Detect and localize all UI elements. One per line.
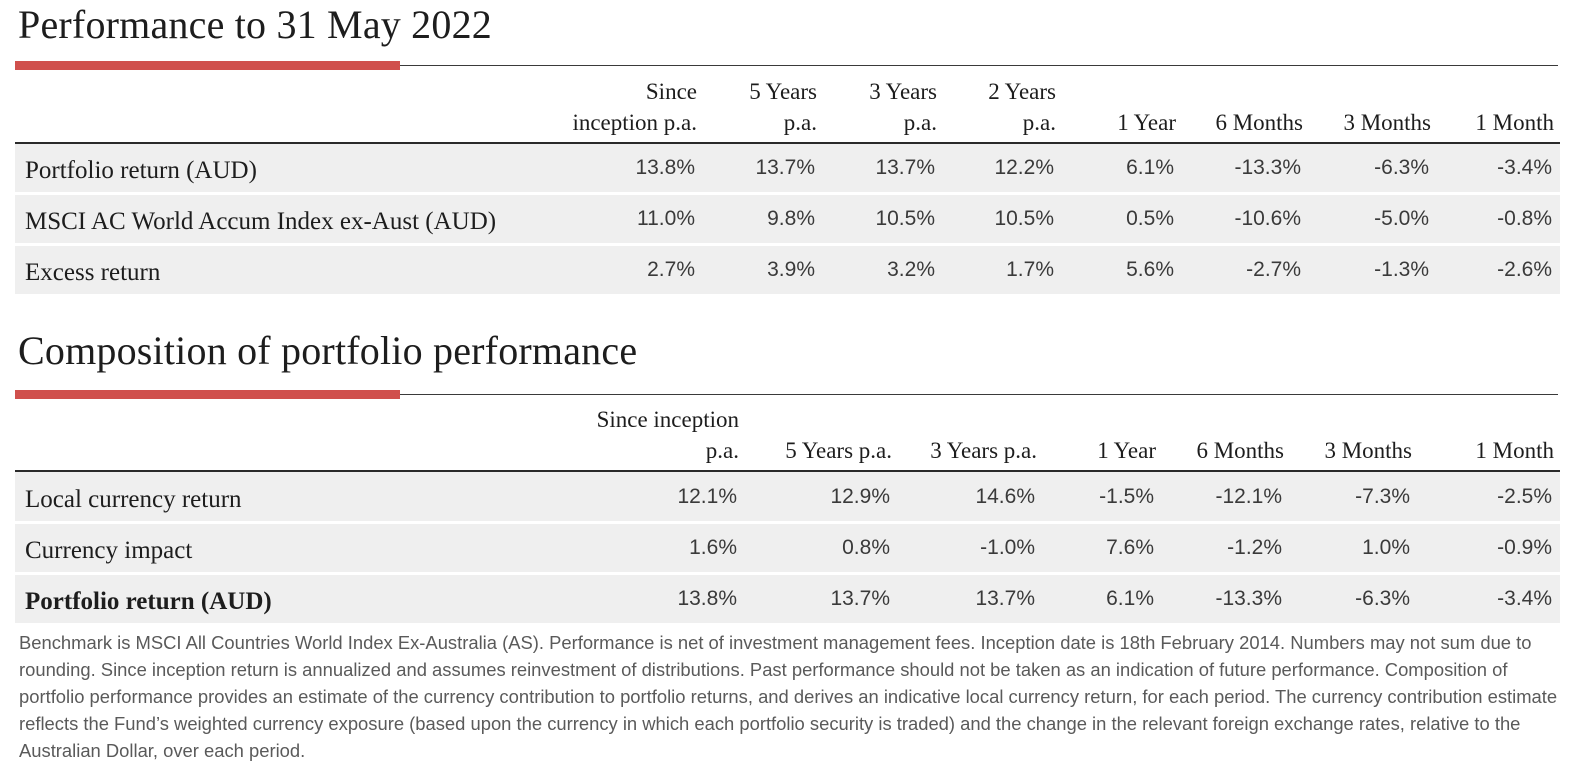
column-header: 6 Months [1182,76,1309,144]
column-header: 3 Years p.a. [823,76,943,144]
table-cell: 1.6% [565,521,745,572]
table-cell: 6.1% [1043,572,1162,623]
table-cell: 0.8% [745,521,898,572]
table-cell: -13.3% [1162,572,1290,623]
column-header: 1 Month [1418,404,1560,472]
composition-title: Composition of portfolio performance [18,328,638,373]
table-cell: -2.7% [1182,243,1309,294]
table-cell: 5.6% [1062,243,1182,294]
table-cell: -13.3% [1182,144,1309,192]
composition-table: Since inception p.a. 5 Years p.a. 3 Year… [15,404,1560,623]
table-cell: 6.1% [1062,144,1182,192]
column-header: 5 Years p.a. [745,404,898,472]
table-cell: 12.1% [565,472,745,521]
column-header: 3 Months [1309,76,1437,144]
table-cell: -0.9% [1418,521,1560,572]
table-cell: 13.8% [565,572,745,623]
performance-title: Performance to 31 May 2022 [18,2,492,47]
row-label: Excess return [15,243,545,294]
table-cell: 13.7% [745,572,898,623]
composition-header-label [15,404,565,472]
composition-title-rule [15,394,1558,395]
table-cell: 13.7% [703,144,823,192]
table-cell: -1.2% [1162,521,1290,572]
table-row: Portfolio return (AUD) 13.8% 13.7% 13.7%… [15,572,1560,623]
performance-header-label [15,76,545,144]
column-header: 2 Years p.a. [943,76,1062,144]
column-header: 6 Months [1162,404,1290,472]
table-cell: -6.3% [1309,144,1437,192]
performance-title-accent-bar [15,61,400,70]
table-row: Local currency return 12.1% 12.9% 14.6% … [15,472,1560,521]
table-cell: -2.6% [1437,243,1560,294]
row-label: Local currency return [15,472,565,521]
table-row: Currency impact 1.6% 0.8% -1.0% 7.6% -1.… [15,521,1560,572]
table-cell: -7.3% [1290,472,1418,521]
table-cell: 13.7% [823,144,943,192]
column-header: 3 Months [1290,404,1418,472]
column-header: 1 Year [1043,404,1162,472]
row-label: MSCI AC World Accum Index ex-Aust (AUD) [15,192,545,243]
table-cell: 14.6% [898,472,1043,521]
table-cell: -0.8% [1437,192,1560,243]
composition-title-accent-bar [15,390,400,399]
column-header: 1 Year [1062,76,1182,144]
row-label: Portfolio return (AUD) [15,144,545,192]
table-cell: 2.7% [545,243,703,294]
table-cell: 10.5% [823,192,943,243]
table-cell: 1.0% [1290,521,1418,572]
row-label: Currency impact [15,521,565,572]
performance-table: Since inception p.a. 5 Years p.a. 3 Year… [15,76,1560,294]
table-cell: 13.7% [898,572,1043,623]
table-row: MSCI AC World Accum Index ex-Aust (AUD) … [15,192,1560,243]
column-header: Since inception p.a. [545,76,703,144]
table-cell: 1.7% [943,243,1062,294]
table-cell: 13.8% [545,144,703,192]
table-cell: -1.3% [1309,243,1437,294]
column-header: Since inception p.a. [565,404,745,472]
table-cell: -2.5% [1418,472,1560,521]
table-cell: -3.4% [1437,144,1560,192]
table-cell: -6.3% [1290,572,1418,623]
table-cell: 10.5% [943,192,1062,243]
table-cell: -10.6% [1182,192,1309,243]
footnote: Benchmark is MSCI All Countries World In… [19,632,1558,761]
performance-header-row: Since inception p.a. 5 Years p.a. 3 Year… [15,76,1560,144]
table-cell: 9.8% [703,192,823,243]
table-cell: 3.2% [823,243,943,294]
table-cell: -12.1% [1162,472,1290,521]
table-cell: -1.5% [1043,472,1162,521]
column-header: 3 Years p.a. [898,404,1043,472]
table-cell: 0.5% [1062,192,1182,243]
table-cell: -1.0% [898,521,1043,572]
table-row: Portfolio return (AUD) 13.8% 13.7% 13.7%… [15,144,1560,192]
table-cell: 11.0% [545,192,703,243]
column-header: 1 Month [1437,76,1560,144]
table-row: Excess return 2.7% 3.9% 3.2% 1.7% 5.6% -… [15,243,1560,294]
table-cell: -5.0% [1309,192,1437,243]
composition-header-row: Since inception p.a. 5 Years p.a. 3 Year… [15,404,1560,472]
table-cell: -3.4% [1418,572,1560,623]
table-cell: 12.9% [745,472,898,521]
table-cell: 7.6% [1043,521,1162,572]
table-cell: 12.2% [943,144,1062,192]
column-header: 5 Years p.a. [703,76,823,144]
row-label: Portfolio return (AUD) [15,572,565,623]
table-cell: 3.9% [703,243,823,294]
performance-title-rule [15,65,1558,66]
